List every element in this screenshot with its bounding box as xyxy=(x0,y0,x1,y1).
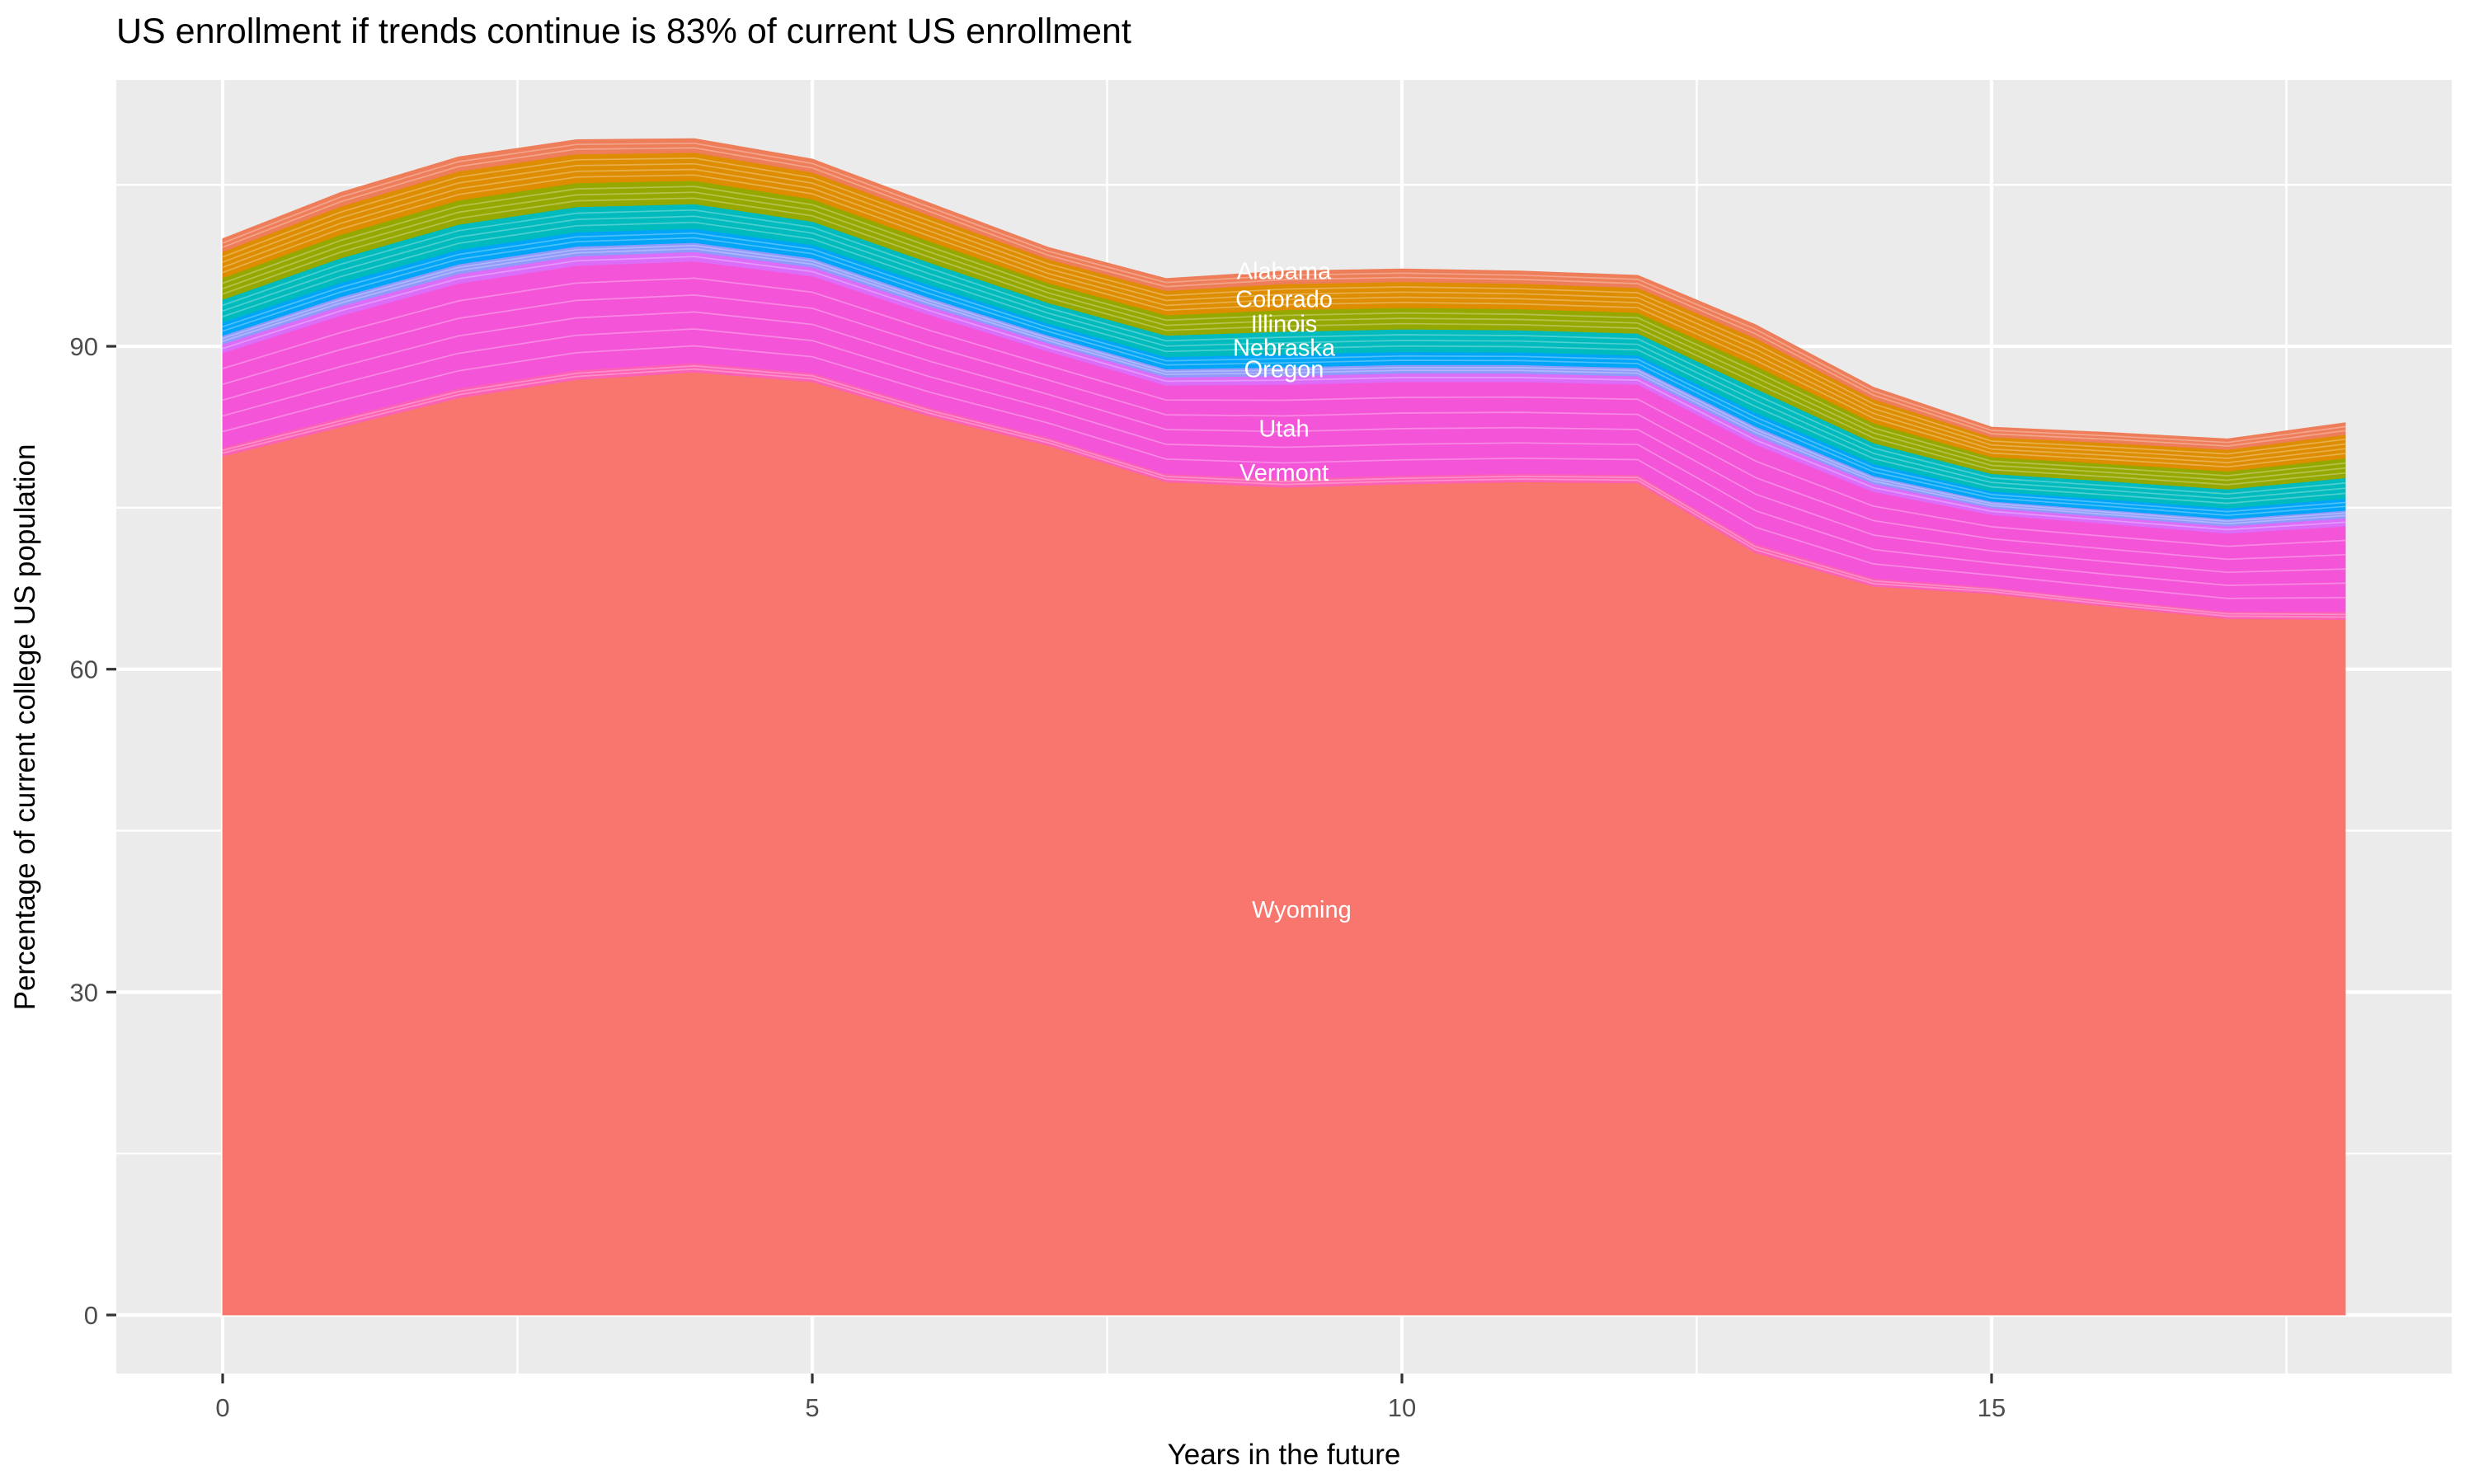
state-boundary-line-orange-2 xyxy=(222,168,2346,463)
x-tick-label-5: 5 xyxy=(805,1393,819,1422)
y-tick-label-30: 30 xyxy=(70,978,98,1007)
state-boundary-line-olive-2 xyxy=(222,191,2346,481)
state-boundary-line-teal-3 xyxy=(222,209,2346,495)
state-boundary-line-magenta-5 xyxy=(222,277,2346,547)
state-boundary-line-periwinkle-2 xyxy=(222,245,2346,523)
state-boundary-line-olive-1 xyxy=(222,197,2346,486)
y-axis-title: Percentage of current college US populat… xyxy=(9,444,41,1011)
state-boundary-line-blue-1 xyxy=(222,237,2346,516)
state-boundary-line-periwinkle-1 xyxy=(222,247,2346,525)
state-boundary-line-olive-3 xyxy=(222,186,2346,477)
state-boundary-line-blue-2 xyxy=(222,232,2346,513)
state-boundary-line-teal-1 xyxy=(222,221,2346,505)
state-boundary-line-salmon-1 xyxy=(222,147,2346,447)
x-tick-label-10: 10 xyxy=(1388,1393,1416,1422)
state-stripe-lines xyxy=(222,142,2346,618)
state-label-illinois: Illinois xyxy=(1251,312,1318,338)
y-tick-label-90: 90 xyxy=(70,332,98,361)
state-label-nebraska: Nebraska xyxy=(1233,335,1336,361)
state-boundary-line-orange-3 xyxy=(222,162,2346,459)
state-boundary-line-magenta-4 xyxy=(222,294,2346,561)
state-label-utah: Utah xyxy=(1258,416,1309,442)
state-label-wyoming: Wyoming xyxy=(1252,897,1352,923)
state-label-vermont: Vermont xyxy=(1239,460,1329,486)
state-boundary-line-orange-4 xyxy=(222,157,2346,455)
x-tick-label-0: 0 xyxy=(215,1393,229,1422)
x-axis-title: Years in the future xyxy=(1168,1439,1401,1471)
y-tick-label-60: 60 xyxy=(70,655,98,684)
y-tick-label-0: 0 xyxy=(84,1301,98,1330)
state-boundary-line-magenta-1 xyxy=(222,345,2346,599)
chart-title: US enrollment if trends continue is 83% … xyxy=(116,12,1131,51)
state-label-colorado: Colorado xyxy=(1235,287,1333,313)
state-boundary-line-teal-2 xyxy=(222,215,2346,500)
state-boundary-line-magenta-2 xyxy=(222,328,2346,586)
area-stack xyxy=(222,138,2346,1316)
state-boundary-line-violet-1 xyxy=(222,256,2346,531)
x-tick-label-15: 15 xyxy=(1978,1393,2006,1422)
area-band-salmon xyxy=(222,138,2346,450)
state-boundary-line-pink-stripe-1 xyxy=(222,368,2346,618)
x-axis: 0 5 10 15 xyxy=(215,1374,2006,1422)
state-boundary-line-orange-1 xyxy=(222,174,2346,468)
state-boundary-line-salmon-2 xyxy=(222,142,2346,444)
state-boundary-line-pink-stripe-2 xyxy=(222,364,2346,616)
state-boundary-line-magenta-3 xyxy=(222,311,2346,574)
y-axis: 0 30 60 90 xyxy=(70,332,116,1330)
state-label-oregon: Oregon xyxy=(1244,356,1324,383)
state-label-alabama: Alabama xyxy=(1237,259,1332,285)
